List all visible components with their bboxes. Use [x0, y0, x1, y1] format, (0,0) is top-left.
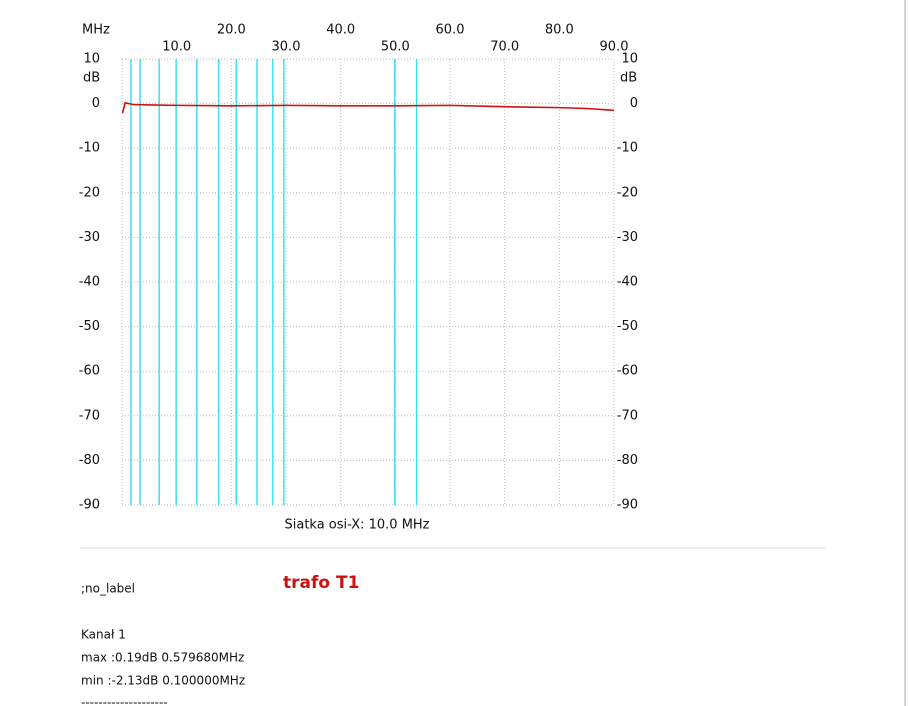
x-tick-label: 10.0: [162, 40, 191, 55]
x-tick-label: 60.0: [436, 23, 465, 38]
y-tick-label: -60: [79, 364, 100, 379]
y-tick-label-right: -90: [617, 498, 638, 513]
no-label: ;no_label: [81, 582, 135, 596]
y-tick-label: -40: [79, 275, 100, 290]
y-tick-label: -70: [79, 408, 100, 423]
y-unit-left: dB: [83, 71, 100, 86]
separator-text: --------------------: [81, 696, 168, 706]
min-info: min :-2.13dB 0.100000MHz: [81, 674, 245, 688]
y-tick-label-right: -40: [617, 275, 638, 290]
plot-title: trafo T1: [283, 573, 359, 593]
x-tick-label: 50.0: [381, 40, 410, 55]
y-tick-label: -80: [79, 453, 100, 468]
y-tick-label: 0: [92, 96, 100, 111]
y-tick-label-right: -20: [617, 185, 638, 200]
y-unit-right: dB: [620, 71, 637, 86]
channel: Kanał 1: [81, 628, 126, 642]
y-tick-label-right: -50: [617, 319, 638, 334]
y-tick-label: -20: [79, 185, 100, 200]
y-tick-label: -50: [79, 319, 100, 334]
y-tick-label-right: 10: [621, 52, 638, 67]
data-line: [121, 101, 615, 114]
y-tick-label-right: -10: [617, 141, 638, 156]
x-unit: MHz: [82, 23, 110, 38]
y-tick-label-right: -80: [617, 453, 638, 468]
x-tick-label: 20.0: [217, 23, 246, 38]
grid-note: Siatka osi-X: 10.0 MHz: [284, 518, 429, 533]
max-info: max :0.19dB 0.579680MHz: [81, 651, 244, 665]
x-tick-label: 90.0: [600, 40, 629, 55]
x-tick-label: 40.0: [326, 23, 355, 38]
y-tick-label: -90: [79, 498, 100, 513]
y-tick-label-right: -70: [617, 408, 638, 423]
x-tick-label: 80.0: [545, 23, 574, 38]
y-tick-label-right: 0: [630, 96, 638, 111]
y-tick-label-right: -60: [617, 364, 638, 379]
y-tick-label-right: -30: [617, 230, 638, 245]
y-tick-label: -10: [79, 141, 100, 156]
x-tick-label: 30.0: [272, 40, 301, 55]
y-tick-label: 10: [83, 52, 100, 67]
y-tick-label: -30: [79, 230, 100, 245]
x-tick-label: 70.0: [490, 40, 519, 55]
